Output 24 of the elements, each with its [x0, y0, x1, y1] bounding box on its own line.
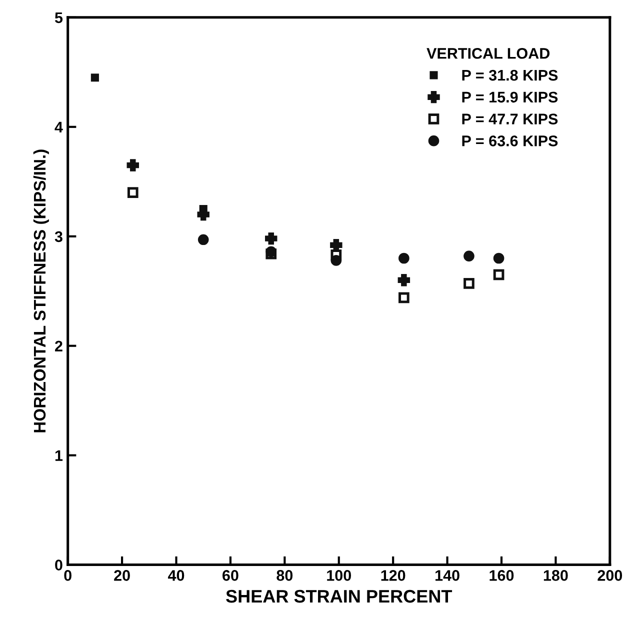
x-tick-label: 120 [381, 570, 406, 581]
x-tick-label: 100 [327, 570, 351, 581]
legend-title: VERTICAL LOAD [426, 48, 550, 59]
x-tick-label: 180 [544, 570, 568, 581]
y-tick-label: 3 [54, 231, 62, 242]
x-tick-label: 200 [598, 570, 622, 581]
x-tick-label: 60 [222, 570, 238, 581]
y-axis-title: HORIZONTAL STIFFNESS (KIPS/IN.) [33, 150, 49, 432]
y-tick-label: 2 [55, 340, 62, 352]
y-tick-label: 5 [54, 12, 63, 24]
y-tick-label: 1 [55, 450, 63, 461]
x-tick-label: 40 [168, 570, 184, 581]
x-tick-label: 0 [64, 570, 72, 581]
x-tick-label: 80 [276, 570, 293, 581]
y-tick-label: 4 [54, 122, 63, 132]
x-axis-title: SHEAR STRAIN PERCENT [226, 590, 452, 603]
legend-label: P = 47.7 KIPS [462, 114, 558, 124]
x-tick-label: 20 [114, 570, 130, 581]
x-tick-label: 160 [490, 570, 514, 581]
y-tick-label: 0 [55, 560, 62, 570]
legend-label: P = 31.8 KIPS [462, 70, 558, 81]
x-tick-label: 140 [436, 570, 460, 581]
legend-label: P = 63.6 KIPS [462, 136, 558, 146]
legend-label: P = 15.9 KIPS [462, 92, 558, 103]
